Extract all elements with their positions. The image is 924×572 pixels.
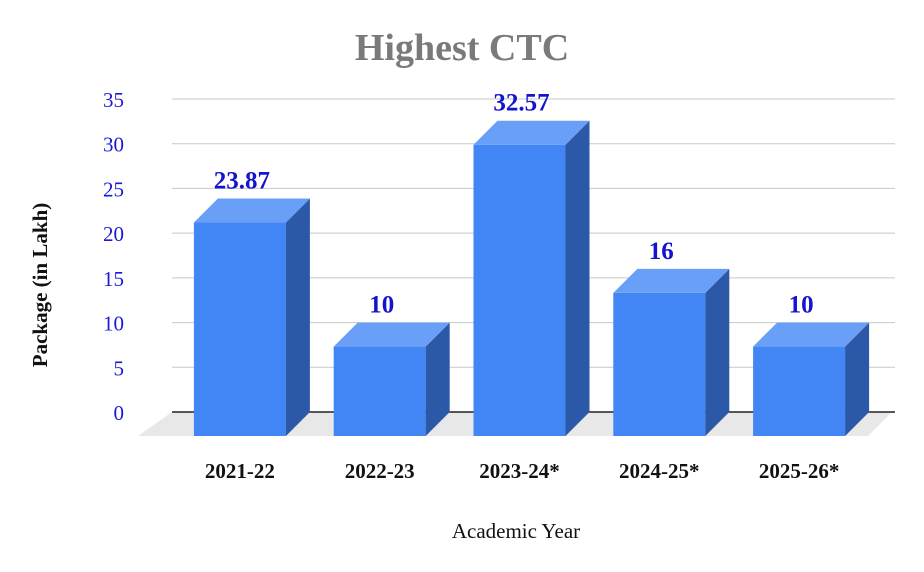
bar-side (565, 120, 590, 436)
y-axis-label: Package (in Lakh) (28, 203, 52, 368)
bar-side (425, 322, 450, 436)
bar-front (473, 144, 566, 436)
bar-front (333, 346, 426, 436)
y-tick-label: 0 (114, 401, 125, 425)
bar-top (473, 120, 590, 145)
bars (193, 120, 870, 436)
bar-top (193, 198, 310, 223)
data-label: 16 (649, 238, 674, 265)
x-axis-label: Academic Year (452, 519, 580, 543)
bar-top (753, 322, 870, 347)
y-tick-label: 5 (114, 356, 125, 380)
x-tick-label: 2022-23 (345, 459, 415, 483)
y-tick-label: 15 (103, 267, 124, 291)
y-axis-ticks: 0 5 10 15 20 25 30 35 (103, 88, 124, 425)
y-tick-label: 35 (103, 88, 124, 112)
y-tick-label: 30 (103, 133, 124, 157)
x-tick-label: 2025-26* (759, 459, 840, 483)
bar (753, 322, 870, 436)
data-label: 10 (789, 292, 814, 319)
data-label: 10 (369, 292, 394, 319)
bar-side (285, 198, 310, 436)
x-tick-label: 2023-24* (479, 459, 560, 483)
y-tick-label: 20 (103, 222, 124, 246)
bar-top (613, 268, 730, 293)
data-label: 23.87 (214, 168, 270, 195)
bar-side (845, 322, 870, 436)
y-tick-label: 10 (103, 312, 124, 336)
data-labels: 23.87 10 32.57 16 10 (214, 90, 814, 319)
bar-front (613, 292, 706, 436)
x-tick-label: 2021-22 (205, 459, 275, 483)
data-label: 32.57 (493, 90, 549, 117)
bar-side (705, 268, 730, 436)
bar-front (753, 346, 846, 436)
bar (613, 268, 730, 436)
bar-top (333, 322, 450, 347)
bar (473, 120, 590, 436)
x-axis-ticks: 2021-22 2022-23 2023-24* 2024-25* 2025-26* (205, 459, 839, 483)
chart-title: Highest CTC (355, 27, 569, 69)
bar-front (193, 222, 286, 436)
x-tick-label: 2024-25* (619, 459, 700, 483)
y-tick-label: 25 (103, 177, 124, 201)
bar (333, 322, 450, 436)
bar (193, 198, 310, 436)
